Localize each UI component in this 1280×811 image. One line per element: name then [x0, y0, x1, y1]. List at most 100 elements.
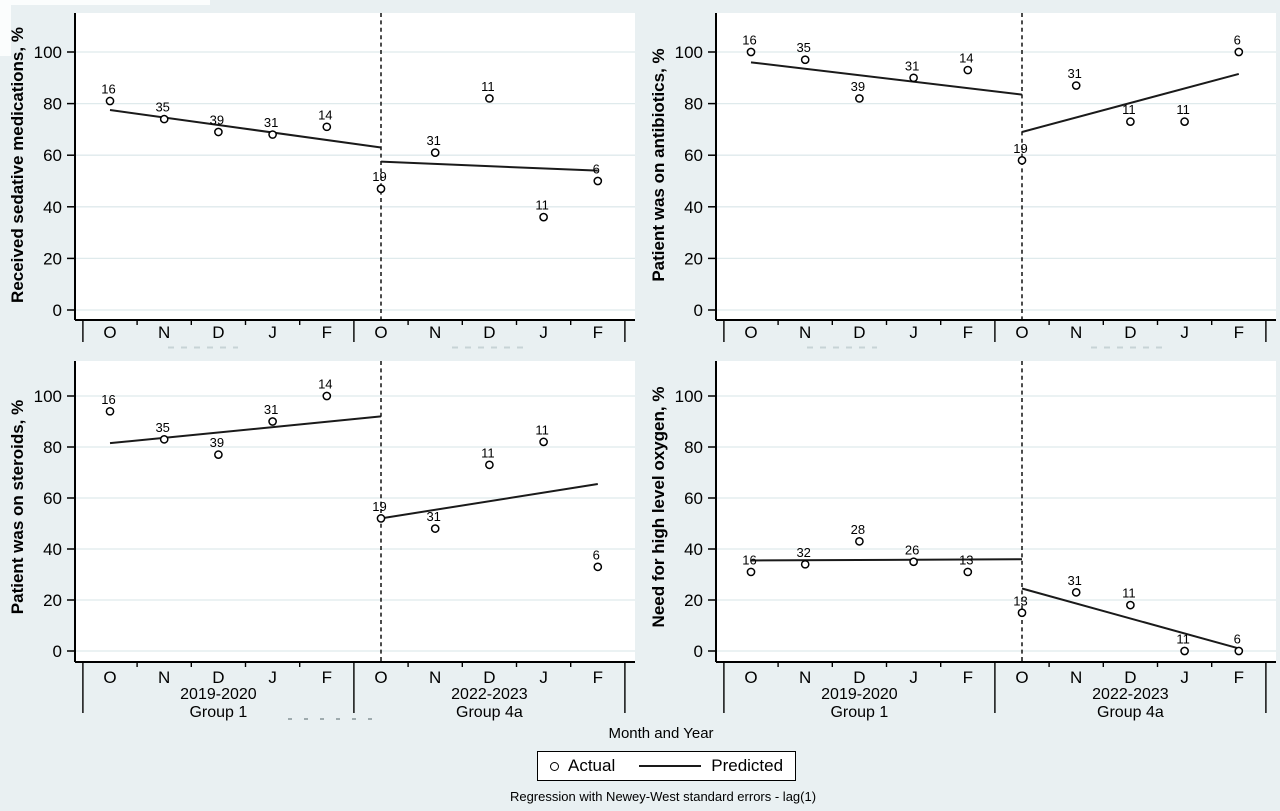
predicted-line-icon	[639, 765, 702, 767]
data-point-marker	[1126, 600, 1135, 610]
data-point-marker	[963, 567, 973, 577]
y-axis-title-steroids: Patient was on steroids, %	[8, 399, 27, 615]
month-label: J	[1180, 323, 1189, 342]
point-count-label: 31	[426, 133, 440, 148]
point-count-label: 19	[372, 169, 386, 184]
month-label: F	[593, 323, 603, 342]
month-label: O	[374, 668, 387, 687]
month-label: J	[268, 323, 277, 342]
plot-area	[75, 13, 635, 320]
data-point-marker	[430, 524, 440, 533]
month-label: D	[483, 323, 495, 342]
month-label: D	[853, 323, 865, 342]
month-label: D	[212, 668, 224, 687]
point-count-label: 11	[1122, 586, 1136, 601]
point-count-label: 6	[1234, 33, 1241, 48]
month-label: F	[963, 323, 973, 342]
point-count-label: 35	[155, 100, 169, 115]
data-point-marker	[539, 212, 548, 222]
group-name-label: Group 1	[189, 704, 247, 721]
data-point-marker	[159, 114, 169, 124]
plot-area	[75, 361, 635, 662]
month-label: D	[212, 323, 224, 342]
y-tick-label: 40	[43, 198, 62, 217]
predicted-line-pre	[109, 109, 382, 149]
point-count-label: 31	[1067, 573, 1081, 588]
month-label: N	[158, 668, 170, 687]
month-label: O	[1015, 323, 1028, 342]
y-tick-label: 0	[53, 642, 62, 661]
predicted-line-pre	[750, 558, 1023, 562]
predicted-line-post	[1021, 72, 1240, 133]
month-label: N	[799, 668, 811, 687]
point-count-label: 31	[905, 58, 919, 73]
data-point-marker	[1234, 47, 1244, 57]
data-point-marker	[800, 55, 810, 65]
predicted-line-post	[1021, 587, 1240, 650]
month-label: O	[744, 323, 757, 342]
page-edge-artifact	[0, 0, 210, 5]
point-count-label: 31	[264, 402, 278, 417]
point-count-label: 11	[1176, 102, 1190, 117]
y-tick-label: 40	[684, 198, 703, 217]
month-label: N	[158, 323, 170, 342]
point-count-label: 11	[1122, 102, 1136, 117]
predicted-line-pre	[750, 61, 1023, 96]
y-tick-label: 20	[684, 249, 703, 268]
group-period-label: 2019-2020	[180, 686, 257, 703]
month-label: J	[539, 668, 548, 687]
month-label: O	[103, 323, 116, 342]
legend-actual-label: Actual	[568, 756, 616, 775]
point-count-label: 16	[101, 82, 115, 97]
data-point-marker	[430, 148, 440, 157]
point-count-label: 32	[796, 545, 810, 560]
point-count-label: 6	[1234, 632, 1241, 647]
actual-marker-icon	[550, 761, 559, 771]
point-count-label: 39	[851, 79, 865, 94]
month-label: N	[1070, 668, 1082, 687]
data-point-marker	[1126, 117, 1135, 127]
month-label: J	[909, 323, 918, 342]
data-point-marker	[214, 127, 223, 137]
month-label: F	[1234, 668, 1244, 687]
month-label: O	[744, 668, 757, 687]
point-count-label: 31	[1067, 66, 1081, 81]
month-label: O	[1015, 668, 1028, 687]
point-count-label: 39	[210, 435, 224, 450]
month-label: D	[853, 668, 865, 687]
data-point-marker	[539, 437, 548, 447]
predicted-line-pre	[109, 415, 382, 445]
y-tick-label: 100	[34, 43, 62, 62]
data-point-marker	[268, 417, 277, 426]
point-count-label: 16	[742, 33, 756, 48]
data-point-marker	[963, 65, 973, 75]
month-label: N	[429, 668, 441, 687]
data-point-marker	[485, 94, 494, 103]
data-point-marker	[105, 96, 115, 106]
data-point-marker	[855, 537, 864, 546]
y-tick-label: 0	[694, 642, 703, 661]
month-label: J	[268, 668, 277, 687]
plot-area	[716, 13, 1276, 320]
y-axis-title-sedatives: Received sedative medications, %	[8, 27, 27, 303]
y-tick-label: 0	[694, 301, 703, 320]
data-point-marker	[214, 450, 223, 459]
data-point-marker	[1234, 646, 1244, 656]
plot-area	[716, 361, 1276, 662]
point-count-label: 11	[481, 445, 495, 460]
data-point-marker	[376, 514, 386, 523]
month-label: N	[799, 323, 811, 342]
data-point-marker	[800, 559, 810, 569]
point-count-label: 13	[1013, 593, 1027, 608]
panel-1: 0 20 40 60 80 100 O N D J F O N D J F 16 35 39 31 14 19 31 11 11…	[675, 13, 1276, 342]
regression-footnote: Regression with Newey-West standard erro…	[509, 789, 817, 804]
data-point-marker	[376, 184, 386, 194]
x-axis-title: Month and Year	[608, 725, 714, 742]
y-tick-label: 60	[684, 146, 703, 165]
y-tick-label: 80	[43, 438, 62, 457]
month-label: F	[593, 668, 603, 687]
group-period-label: 2022-2023	[451, 686, 528, 703]
